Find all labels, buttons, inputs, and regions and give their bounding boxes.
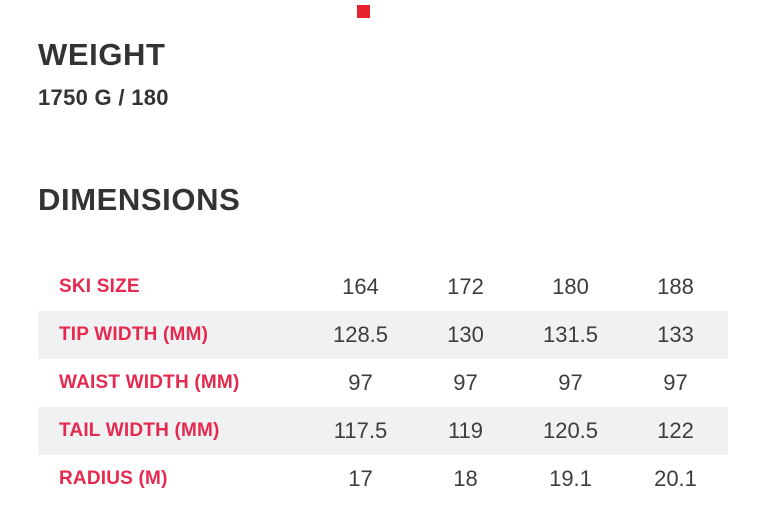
spec-value: 128.5 (332, 322, 389, 347)
spec-value: 18 (453, 466, 478, 491)
spec-value: 188 (657, 274, 694, 299)
table-row-radius: RADIUS (M) 17 18 19.1 20.1 (38, 455, 728, 503)
weight-value: 1750 G / 180 (38, 85, 169, 110)
spec-value: 20.1 (654, 466, 697, 491)
spec-value: 180 (552, 274, 589, 299)
spec-value: 130 (447, 322, 484, 347)
row-label: RADIUS (M) (59, 468, 168, 489)
spec-value: 133 (657, 322, 694, 347)
table-row-tip-width: TIP WIDTH (MM) 128.5 130 131.5 133 (38, 311, 728, 359)
table-row-tail-width: TAIL WIDTH (MM) 117.5 119 120.5 122 (38, 407, 728, 455)
spec-value: 117.5 (333, 418, 388, 443)
red-square-marker (357, 5, 370, 18)
spec-value: 17 (348, 466, 373, 491)
spec-value: 97 (348, 370, 373, 395)
row-label: TAIL WIDTH (MM) (59, 420, 220, 441)
spec-value: 131.5 (542, 322, 599, 347)
row-label: SKI SIZE (59, 276, 140, 297)
dimensions-section-title: DIMENSIONS (38, 182, 241, 217)
table-row-waist-width: WAIST WIDTH (MM) 97 97 97 97 (38, 359, 728, 407)
spec-value: 172 (447, 274, 484, 299)
spec-value: 97 (558, 370, 583, 395)
spec-value: 120.5 (542, 418, 599, 443)
weight-section-title: WEIGHT (38, 37, 166, 72)
spec-value: 19.1 (549, 466, 592, 491)
spec-value: 119 (447, 418, 484, 443)
spec-value: 97 (663, 370, 688, 395)
dimensions-table: SKI SIZE 164 172 180 188 TIP WIDTH (MM) … (38, 263, 728, 503)
spec-value: 97 (453, 370, 478, 395)
row-label: TIP WIDTH (MM) (59, 324, 209, 345)
row-label: WAIST WIDTH (MM) (59, 372, 240, 393)
spec-value: 122 (657, 418, 694, 443)
spec-panel: WEIGHT 1750 G / 180 DIMENSIONS SKI SIZE … (38, 5, 728, 503)
spec-value: 164 (342, 274, 379, 299)
table-row-ski-size: SKI SIZE 164 172 180 188 (38, 263, 728, 311)
